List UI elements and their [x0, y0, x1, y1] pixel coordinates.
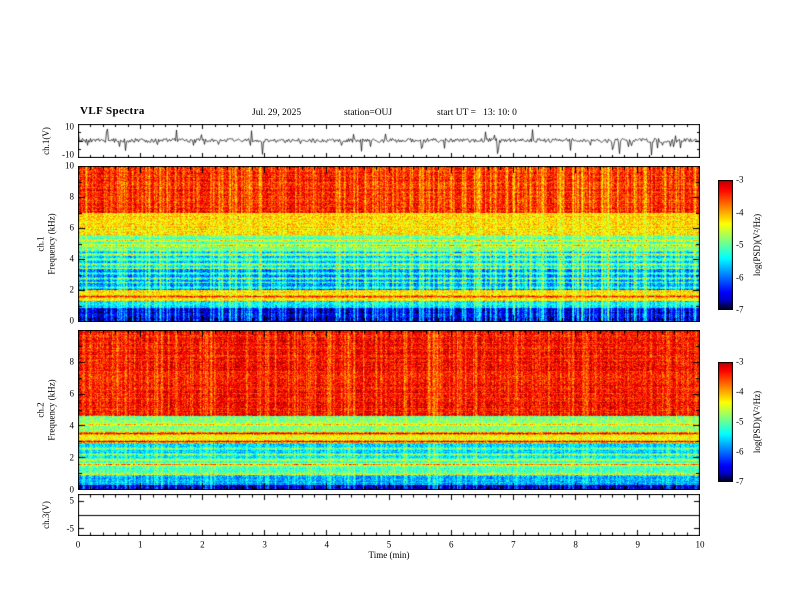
- ch1-axis-frequency-text: Frequency (kHz): [46, 213, 56, 275]
- x-tick-label: 7: [511, 539, 516, 550]
- figure-title: VLF Spectra: [80, 105, 145, 117]
- x-tick-label: 1: [137, 539, 143, 550]
- colorbar-ch1-tick-label: -5: [736, 239, 744, 250]
- ch3-voltage-axis-label: ch.3(V): [40, 501, 51, 529]
- x-tick-label: 3: [262, 539, 267, 550]
- ch2-axis-channel-text: ch.2: [35, 402, 46, 418]
- ch2-axis-frequency-text: Frequency (kHz): [46, 379, 56, 441]
- ch2-frequency-axis-label: ch.2 Frequency (kHz): [36, 379, 57, 440]
- ch2-frequency-tick-label: 6: [69, 388, 75, 399]
- x-tick-label: 10: [695, 539, 705, 550]
- ch2-spectrogram-panel: [78, 330, 700, 490]
- colorbar-ch1-axis-label: log(PSD)(V²/Hz): [751, 213, 762, 277]
- colorbar-ch1-tick-label: -7: [736, 304, 744, 315]
- start-ut-label: start UT = 13: 10: 0: [437, 108, 517, 118]
- ch1-frequency-tick-label: 8: [69, 191, 75, 202]
- x-tick-label: 5: [386, 539, 392, 550]
- ch1-axis-channel-text: ch.1: [35, 236, 46, 252]
- ch1-voltage-axis-label: ch.1(V): [40, 127, 51, 155]
- x-tick-label: 2: [200, 539, 205, 550]
- colorbar-ch1: [718, 180, 733, 310]
- ch1-frequency-axis-label: ch.1 Frequency (kHz): [36, 213, 57, 274]
- ch3-waveform-panel: [78, 494, 700, 536]
- x-tick-label: 6: [448, 539, 454, 550]
- ch1-spectrogram-panel: [78, 166, 700, 322]
- colorbar-ch2: [718, 362, 733, 482]
- x-tick-label: 0: [75, 539, 81, 550]
- ch1-voltage-tick-label: -10: [62, 149, 74, 160]
- x-tick-label: 9: [635, 539, 641, 550]
- colorbar-ch2-tick-label: -4: [736, 386, 744, 397]
- ch1-frequency-tick-label: 10: [65, 160, 74, 171]
- x-tick-label: 8: [573, 539, 578, 550]
- ch2-frequency-tick-label: 0: [69, 484, 75, 495]
- ch2-frequency-tick-label: 4: [69, 420, 75, 431]
- colorbar-ch2-tick-label: -3: [736, 356, 744, 367]
- colorbar-ch1-tick-label: -3: [736, 174, 744, 185]
- ch1-frequency-tick-label: 2: [69, 284, 75, 295]
- date-label: Jul. 29, 2025: [252, 108, 302, 118]
- colorbar-ch1-tick-label: -6: [736, 272, 744, 282]
- ch3-voltage-tick-label: 5: [69, 495, 75, 506]
- station-label: station=OUJ: [344, 108, 393, 118]
- ch3-voltage-tick-label: -5: [66, 523, 75, 534]
- colorbar-ch2-tick-label: -7: [736, 476, 744, 487]
- ch1-waveform-panel: [78, 124, 700, 158]
- colorbar-ch2-tick-label: -5: [736, 416, 744, 427]
- colorbar-ch1-tick-label: -4: [736, 207, 744, 217]
- colorbar-ch2-axis-label: log(PSD)(V²/Hz): [751, 390, 762, 454]
- ch1-voltage-tick-label: 10: [65, 121, 74, 132]
- ch1-frequency-tick-label: 4: [69, 253, 75, 264]
- ch2-frequency-tick-label: 2: [69, 452, 75, 463]
- x-axis-label: Time (min): [368, 550, 410, 560]
- ch1-frequency-tick-label: 0: [69, 315, 75, 326]
- ch1-frequency-tick-label: 6: [69, 222, 75, 233]
- colorbar-ch2-tick-label: -6: [736, 446, 744, 457]
- ch2-frequency-tick-label: 8: [69, 356, 75, 367]
- x-tick-label: 4: [324, 539, 330, 550]
